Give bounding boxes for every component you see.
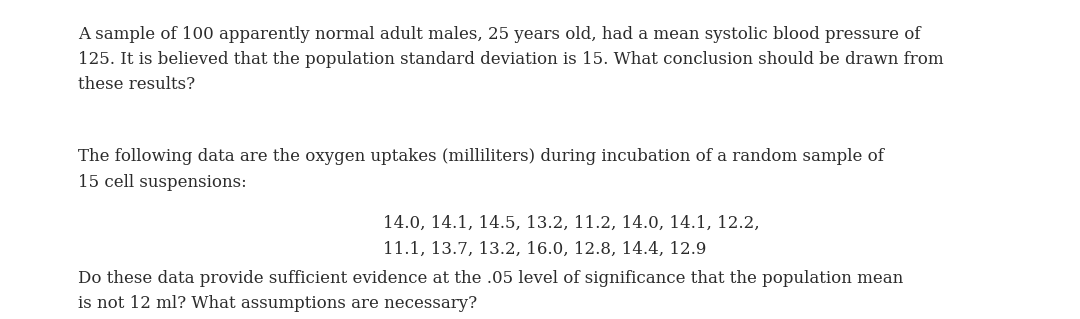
Text: Do these data provide sufficient evidence at the .05 level of significance that : Do these data provide sufficient evidenc… [78,270,903,312]
Text: A sample of 100 apparently normal adult males, 25 years old, had a mean systolic: A sample of 100 apparently normal adult … [78,26,944,93]
Text: The following data are the oxygen uptakes (milliliters) during incubation of a r: The following data are the oxygen uptake… [78,148,883,191]
Text: 14.0, 14.1, 14.5, 13.2, 11.2, 14.0, 14.1, 12.2,
11.1, 13.7, 13.2, 16.0, 12.8, 14: 14.0, 14.1, 14.5, 13.2, 11.2, 14.0, 14.1… [383,215,760,258]
